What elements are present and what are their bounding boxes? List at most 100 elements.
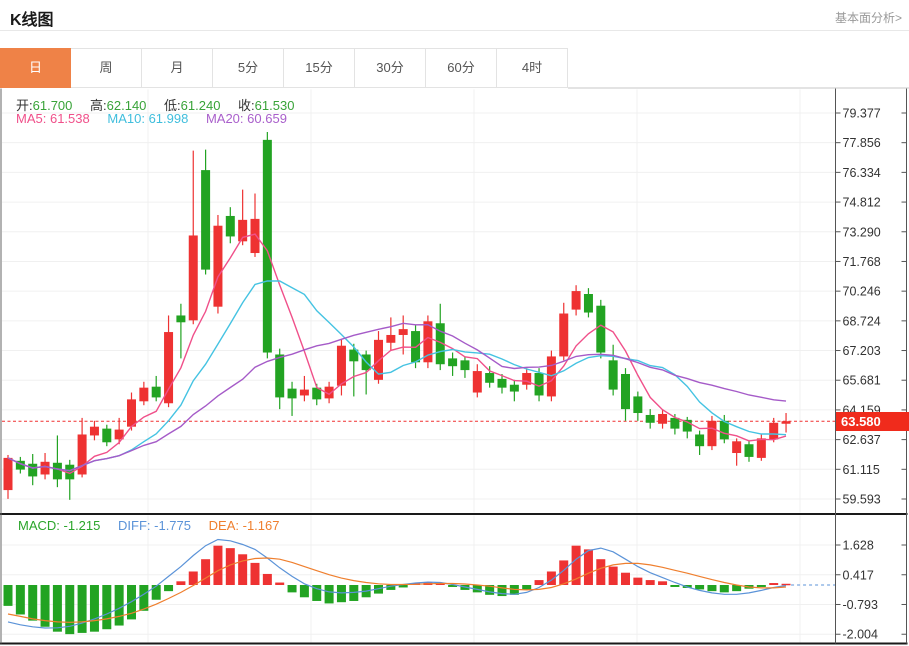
candle-down xyxy=(695,434,705,447)
tab-period-2[interactable]: 月 xyxy=(142,48,213,88)
candle-up xyxy=(40,461,50,475)
macd-bar xyxy=(559,560,569,585)
candle-down xyxy=(176,315,186,323)
macd-bar xyxy=(583,549,593,585)
ma5-line xyxy=(7,233,787,475)
ma5-value: 61.538 xyxy=(49,111,90,126)
candle-down xyxy=(435,323,445,365)
candle-down xyxy=(744,444,754,457)
candle-down xyxy=(262,139,272,353)
y-axis-label: 59.593 xyxy=(843,493,881,507)
tab-period-0[interactable]: 日 xyxy=(0,48,71,88)
y-axis-label: 73.290 xyxy=(843,225,881,239)
candle-down xyxy=(633,396,643,414)
macd-bar xyxy=(571,545,581,585)
macd-bar xyxy=(287,585,297,593)
y-axis-label: 1.628 xyxy=(843,539,874,553)
macd-bar xyxy=(707,585,717,592)
macd-bar xyxy=(176,581,186,585)
macd-bar xyxy=(781,583,791,586)
candle-down xyxy=(28,463,38,477)
candle-up xyxy=(658,413,668,424)
macd-bar xyxy=(633,577,643,585)
high-value: 62.140 xyxy=(106,98,147,113)
candle-up xyxy=(756,438,766,458)
candle-up xyxy=(398,329,408,335)
macd-histogram xyxy=(3,545,791,635)
candle-up xyxy=(299,389,309,396)
fundamental-analysis-link[interactable]: 基本面分析> xyxy=(834,11,902,25)
macd-bar xyxy=(670,585,680,587)
candle-down xyxy=(509,384,519,392)
candle-up xyxy=(732,441,742,454)
y-axis-label: -0.793 xyxy=(843,598,878,612)
high-label: 高: xyxy=(90,98,107,113)
tab-period-7[interactable]: 4时 xyxy=(497,48,568,88)
ma10-line xyxy=(7,280,787,472)
candle-up xyxy=(336,345,346,386)
grid-layer xyxy=(2,89,835,643)
close-label: 收: xyxy=(238,98,255,113)
macd-bar xyxy=(596,559,606,585)
macd-bar xyxy=(324,585,334,604)
diff-value: -1.775 xyxy=(154,518,192,533)
macd-label: MACD: xyxy=(18,518,60,533)
macd-bar xyxy=(201,559,211,585)
candle-down xyxy=(312,387,322,400)
tab-period-3[interactable]: 5分 xyxy=(213,48,284,88)
candle-down xyxy=(349,349,359,362)
candle-up xyxy=(238,219,248,242)
y-axis-label: 70.246 xyxy=(843,285,881,299)
macd-bar xyxy=(77,585,87,633)
candle-up xyxy=(423,321,433,363)
macd-bar xyxy=(275,582,285,585)
low-label: 低: xyxy=(164,98,181,113)
macd-bar xyxy=(719,585,729,593)
candle-up xyxy=(769,422,779,440)
candlestick-series xyxy=(3,132,791,500)
candle-down xyxy=(719,420,729,440)
dea-line xyxy=(7,557,787,623)
macd-bar xyxy=(485,585,495,595)
candle-down xyxy=(608,360,618,390)
macd-bar xyxy=(386,585,396,590)
low-value: 61.240 xyxy=(180,98,221,113)
candle-down xyxy=(102,428,112,443)
y-axis-label: 62.637 xyxy=(843,433,881,447)
ma10-label: MA10: xyxy=(107,111,145,126)
macd-bar xyxy=(658,581,668,585)
macd-bar xyxy=(769,583,779,585)
ohlc-row: 开:61.700 高:62.140 低:61.240 收:61.530 xyxy=(16,95,294,114)
macd-bar xyxy=(139,585,149,611)
macd-bar xyxy=(522,585,532,590)
macd-bar xyxy=(40,585,50,627)
open-label: 开: xyxy=(16,98,33,113)
macd-bar xyxy=(225,548,235,585)
macd-bar xyxy=(262,573,272,585)
candle-down xyxy=(15,460,25,470)
price-badge: 63.580 xyxy=(836,412,909,431)
tab-period-4[interactable]: 15分 xyxy=(284,48,355,88)
tab-period-5[interactable]: 30分 xyxy=(355,48,426,88)
macd-bar xyxy=(151,585,161,600)
macd-bar xyxy=(398,585,408,588)
page-title: K线图 xyxy=(10,12,54,29)
open-value: 61.700 xyxy=(32,98,73,113)
macd-row: MACD: -1.215 DIFF: -1.775 DEA: -1.167 xyxy=(18,518,279,533)
macd-bar xyxy=(238,554,248,585)
macd-bar xyxy=(448,585,458,587)
macd-bar xyxy=(472,585,482,593)
close-value: 61.530 xyxy=(254,98,295,113)
ma-row: MA5: 61.538 MA10: 61.998 MA20: 60.659 xyxy=(16,111,287,126)
candle-down xyxy=(225,215,235,237)
macd-bar xyxy=(28,585,38,621)
ma10-value: 61.998 xyxy=(148,111,189,126)
macd-bar xyxy=(608,566,618,585)
tab-period-1[interactable]: 周 xyxy=(71,48,142,88)
y-axis-label: 61.115 xyxy=(843,463,880,477)
candle-down xyxy=(534,373,544,396)
tab-period-6[interactable]: 60分 xyxy=(426,48,497,88)
period-tab-bar: 日周月 5分 15分 30分 60分 4时 xyxy=(0,48,909,88)
macd-bar xyxy=(52,585,62,632)
